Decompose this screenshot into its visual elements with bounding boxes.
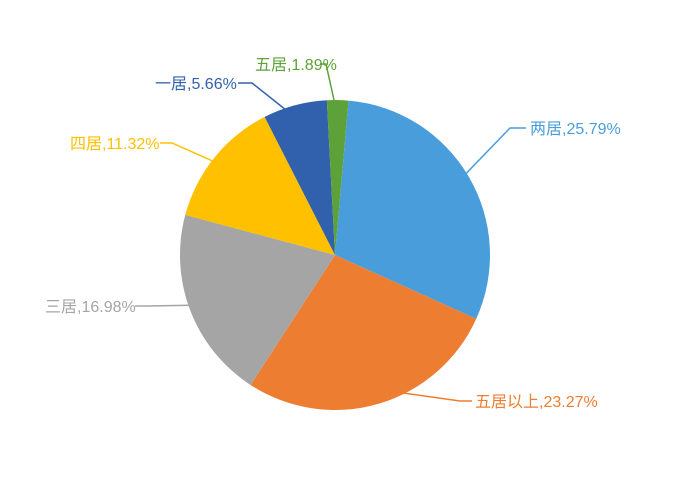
pie-chart: 两居,25.79% 五居以上,23.27% 三居,16.98% 四居,11.32% 一居… bbox=[0, 0, 700, 500]
slice-label: 五居,1.89% bbox=[255, 56, 337, 75]
pie-svg bbox=[0, 0, 700, 500]
leader-line bbox=[135, 305, 205, 306]
slice-label: 三居,16.98% bbox=[45, 298, 136, 317]
slice-label: 四居,11.32% bbox=[70, 135, 160, 154]
slice-label: 两居,25.79% bbox=[530, 120, 621, 139]
slice-label: 一居,5.66% bbox=[155, 75, 237, 94]
slice-label: 五居以上,23.27% bbox=[475, 393, 598, 412]
